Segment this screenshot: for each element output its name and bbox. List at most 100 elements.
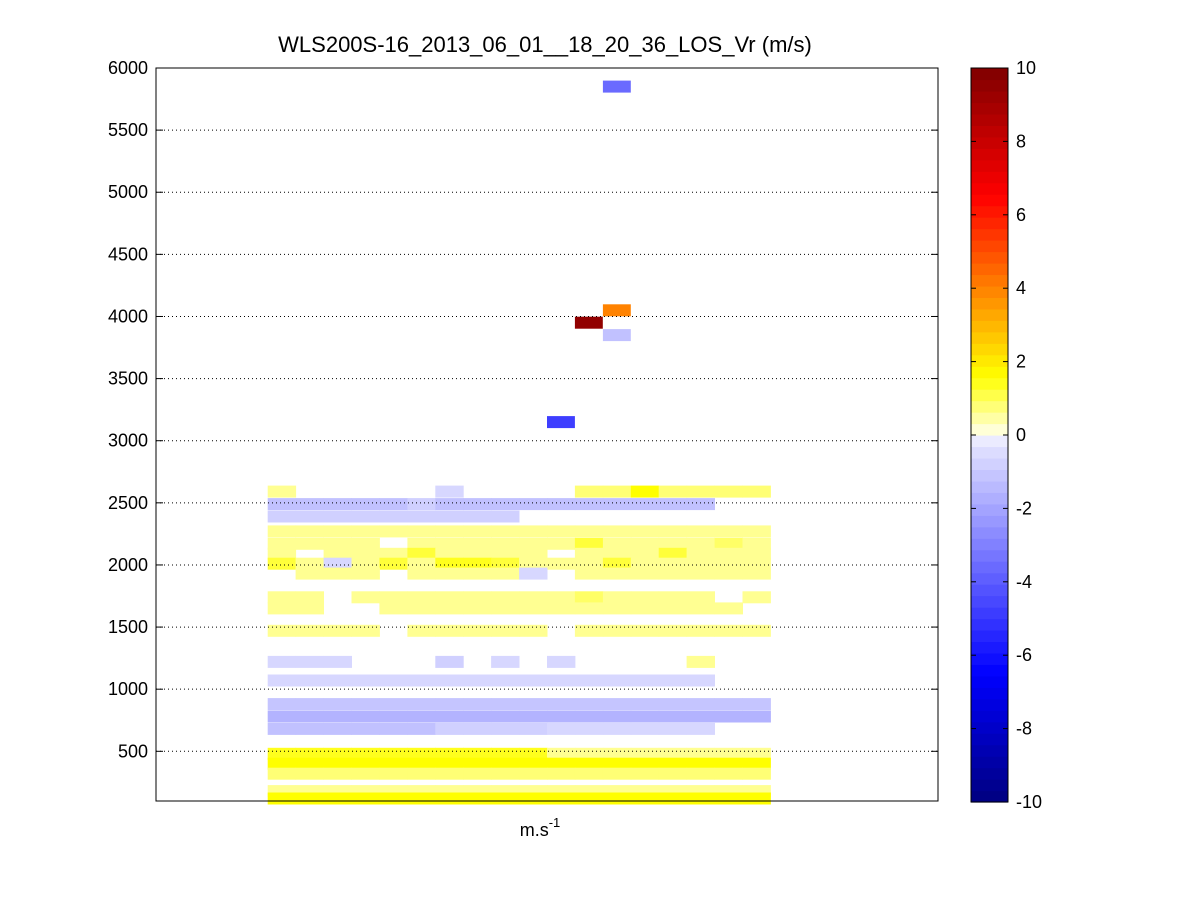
heatmap-cell — [435, 557, 464, 570]
heatmap-cell — [351, 525, 380, 538]
heatmap-cell — [379, 547, 408, 560]
heatmap-cell — [686, 767, 715, 780]
colorbar-swatch — [971, 526, 1008, 539]
heatmap-cell — [435, 602, 464, 615]
heatmap-cell — [630, 537, 660, 550]
heatmap-cell — [435, 757, 464, 770]
heatmap-cell — [351, 792, 380, 805]
heatmap-cell — [267, 525, 297, 538]
heatmap-cell — [295, 591, 324, 604]
heatmap-cell — [574, 767, 604, 780]
heatmap-cell — [407, 722, 436, 735]
heatmap-cell — [714, 698, 743, 711]
heatmap-cell — [519, 537, 548, 550]
heatmap-cell — [295, 602, 324, 615]
heatmap-cell — [491, 557, 520, 570]
heatmap-cell — [547, 767, 576, 780]
heatmap-cell — [323, 547, 352, 560]
heatmap-cell — [435, 674, 464, 687]
heatmap-cell — [686, 537, 715, 550]
heatmap-cell — [602, 722, 632, 735]
heatmap-cell — [491, 655, 520, 668]
heatmap-cell — [686, 547, 715, 560]
heatmap-cell — [714, 792, 743, 805]
heatmap-cell — [547, 537, 576, 550]
heatmap-cell — [630, 485, 660, 498]
heatmap-cell — [519, 698, 548, 711]
heatmap-cell — [351, 747, 380, 760]
heatmap-cell — [435, 567, 464, 580]
heatmap-cell — [407, 674, 436, 687]
heatmap-cell — [602, 537, 632, 550]
colorbar-tick-label: 0 — [1016, 425, 1026, 445]
colorbar-swatch — [971, 641, 1008, 654]
heatmap-cell — [686, 567, 715, 580]
heatmap-cell — [351, 547, 380, 560]
heatmap-cell — [519, 557, 548, 570]
heatmap-cell — [295, 525, 324, 538]
colorbar-tick-label: -8 — [1016, 719, 1032, 739]
heatmap-cell — [463, 757, 492, 770]
heatmap-cell — [295, 624, 324, 637]
heatmap-cell — [491, 547, 520, 560]
heatmap-cell — [686, 757, 715, 770]
heatmap-cell — [323, 655, 352, 668]
heatmap-cell — [407, 624, 436, 637]
heatmap-cell — [463, 767, 492, 780]
heatmap-cell — [491, 602, 520, 615]
heatmap-cell — [407, 698, 436, 711]
colorbar-swatch — [971, 262, 1008, 276]
heatmap-cell — [351, 674, 380, 687]
heatmap-cell — [323, 757, 352, 770]
heatmap-cell — [491, 525, 520, 538]
heatmap-cell — [379, 710, 408, 723]
heatmap-cell — [519, 498, 548, 511]
x-axis-label: m.s-1 — [520, 815, 561, 840]
heatmap-cell — [630, 557, 660, 570]
heatmap-cell — [267, 722, 297, 735]
heatmap-cell — [407, 567, 436, 580]
colorbar: -10 -8 -6 -4 -2 0 2 4 6 8 10 — [970, 58, 1042, 812]
y-tick-label: 2000 — [108, 555, 148, 575]
y-tick-label: 1000 — [108, 679, 148, 699]
heatmap-cell — [742, 792, 771, 805]
y-tick-label: 6000 — [108, 58, 148, 78]
heatmap-cell — [574, 698, 604, 711]
heatmap-cell — [491, 792, 520, 805]
heatmap-cell-isolated — [574, 316, 603, 329]
heatmap-cell — [379, 674, 408, 687]
heatmap-cell — [658, 525, 688, 538]
chart-title: WLS200S-16_2013_06_01__18_20_36_LOS_Vr (… — [278, 32, 812, 57]
heatmap-cell — [267, 624, 297, 637]
heatmap-cell — [491, 722, 520, 735]
colorbar-tick-label: 10 — [1016, 58, 1036, 78]
heatmap-cell — [574, 557, 604, 570]
heatmap-cell — [407, 710, 436, 723]
colorbar-swatch — [971, 331, 1008, 344]
heatmap-cell — [295, 537, 324, 550]
heatmap-cell — [547, 557, 576, 570]
heatmap-cell — [295, 747, 324, 760]
colorbar-swatch — [971, 228, 1008, 241]
heatmap-cell — [742, 757, 771, 770]
heatmap-cell — [742, 537, 771, 550]
heatmap-cell — [379, 602, 408, 615]
heatmap-cell — [547, 674, 576, 687]
heatmap-cell — [574, 525, 604, 538]
heatmap-cell — [742, 710, 771, 723]
heatmap-cell — [295, 567, 324, 580]
colorbar-swatch — [971, 423, 1008, 436]
colorbar-swatch — [971, 767, 1008, 780]
heatmap-cell — [379, 767, 408, 780]
y-tick-label: 4500 — [108, 244, 148, 264]
colorbar-swatch — [971, 113, 1008, 126]
heatmap-cell — [435, 747, 464, 760]
heatmap-cell — [435, 655, 464, 668]
heatmap-cell — [463, 591, 492, 604]
heatmap-cell — [407, 557, 436, 570]
heatmap-cell — [295, 722, 324, 735]
heatmap-cell — [658, 498, 688, 511]
heatmap-cell — [491, 747, 520, 760]
colorbar-swatch — [971, 159, 1008, 172]
heatmap-cell — [407, 591, 436, 604]
